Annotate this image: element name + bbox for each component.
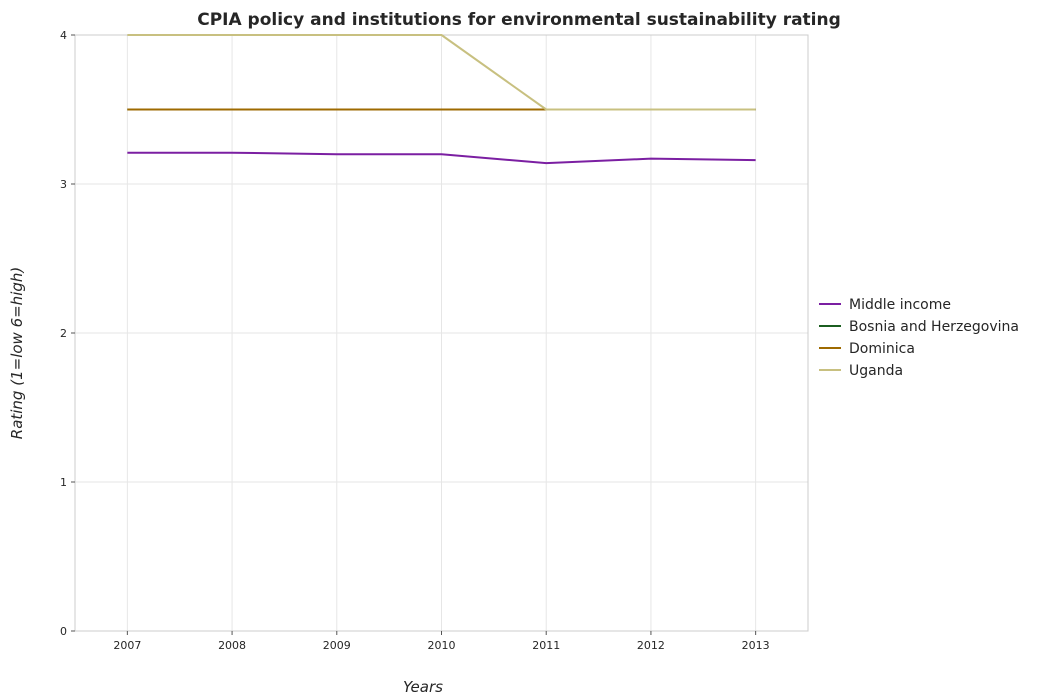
x-tick-label: 2007: [113, 639, 141, 652]
legend-label-bosnia-and-herzegovina: Bosnia and Herzegovina: [849, 319, 1019, 335]
legend-label-dominica: Dominica: [849, 341, 915, 357]
ticks: 2007 2008 2009 2010 2011 2012 2013 0 1 2 3 4: [60, 29, 770, 652]
legend-label-uganda: Uganda: [849, 363, 903, 379]
legend-label-middle-income: Middle income: [849, 297, 951, 313]
x-tick-label: 2012: [637, 639, 665, 652]
x-tick-label: 2011: [532, 639, 560, 652]
legend: Middle income Bosnia and Herzegovina Domin…: [819, 297, 1019, 379]
series-layer: [127, 34, 756, 165]
y-tick-label: 4: [60, 29, 67, 42]
y-tick-label: 1: [60, 476, 67, 489]
x-tick-label: 2013: [742, 639, 770, 652]
x-tick-label: 2009: [323, 639, 351, 652]
x-tick-label: 2008: [218, 639, 246, 652]
series-line-middle-income: [127, 151, 756, 165]
x-tick-label: 2010: [428, 639, 456, 652]
y-tick-label: 2: [60, 327, 67, 340]
series-line-uganda: [127, 34, 756, 111]
chart-title: CPIA policy and institutions for environ…: [197, 10, 841, 30]
grid: [75, 34, 808, 632]
x-axis-title: Years: [403, 678, 443, 696]
y-axis-title: Rating (1=low 6=high): [8, 267, 26, 439]
y-tick-label: 3: [60, 178, 67, 191]
y-tick-label: 0: [60, 625, 67, 638]
